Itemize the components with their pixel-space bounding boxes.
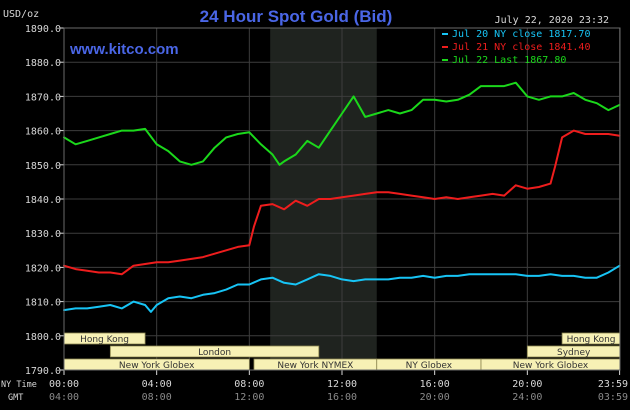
x-secondary-tick-label: 20:00 [420, 392, 450, 403]
market-sessions: Hong Kong Hong Kong London Sydney New York G… [63, 332, 621, 371]
x-tick-label: 00:00 [49, 379, 79, 390]
y-axis-unit-label: USD/oz [3, 9, 39, 20]
y-tick-label: 1820.0 [25, 263, 61, 274]
y-tick-label: 1860.0 [25, 127, 61, 138]
y-tick-label: 1810.0 [25, 298, 61, 309]
y-tick-label: 1840.0 [25, 195, 61, 206]
series-line-3 [63, 81, 621, 166]
header-date-time: July 22, 2020 23:32 [495, 15, 609, 26]
x-secondary-tick-label: 08:00 [142, 392, 172, 403]
session-label: New York Globex [513, 361, 589, 371]
y-tick-label: 1850.0 [25, 161, 61, 172]
session-label: New York Globex [119, 361, 195, 371]
x-tick-label: 16:00 [420, 379, 450, 390]
session-label: Hong Kong [80, 335, 129, 345]
session-label: NY Globex [406, 361, 453, 371]
x-secondary-tick-label: 03:59 [598, 392, 628, 403]
x-tick-label: 08:00 [234, 379, 264, 390]
x-secondary-tick-label: 04:00 [49, 392, 79, 403]
session-label: Sydney [557, 348, 591, 358]
series-line-2 [63, 129, 621, 276]
session-label: London [198, 348, 231, 358]
y-tick-label: 1830.0 [25, 229, 61, 240]
watermark-text: www.kitco.com [69, 41, 179, 58]
legend-entry: Jul 22 Last 1867.80 [452, 55, 566, 66]
legend-entry: Jul 20 NY close 1817.70 [452, 29, 590, 40]
x-tick-label: 12:00 [327, 379, 357, 390]
plot-border [63, 27, 621, 371]
session-bar [109, 345, 320, 358]
y-tick-label: 1870.0 [25, 92, 61, 103]
legend: Jul 20 NY close 1817.70 Jul 21 NY close 1… [442, 29, 590, 66]
x-primary-timezone-label: NY Time [1, 380, 37, 390]
chart-title: 24 Hour Spot Gold (Bid) [200, 7, 393, 26]
x-tick-label: 20:00 [512, 379, 542, 390]
y-tick-label: 1890.0 [25, 24, 61, 35]
series-line-1 [63, 264, 621, 313]
y-tick-label: 1880.0 [25, 58, 61, 69]
x-secondary-tick-label: 24:00 [512, 392, 542, 403]
y-tick-label: 1790.0 [25, 366, 61, 377]
x-tick-label: 04:00 [142, 379, 172, 390]
legend-entry: Jul 21 NY close 1841.40 [452, 42, 590, 53]
x-secondary-tick-label: 16:00 [327, 392, 357, 403]
x-secondary-timezone-label: GMT [8, 393, 23, 403]
series-lines [63, 81, 621, 313]
axes: 1790.0 1800.0 1810.0 1820.0 1830.0 1840.0 1850… [25, 24, 628, 403]
session-label: New York NYMEX [277, 361, 353, 371]
x-secondary-tick-label: 12:00 [234, 392, 264, 403]
x-tick-label: 23:59 [598, 379, 628, 390]
session-label: Hong Kong [567, 335, 616, 345]
y-tick-label: 1800.0 [25, 332, 61, 343]
